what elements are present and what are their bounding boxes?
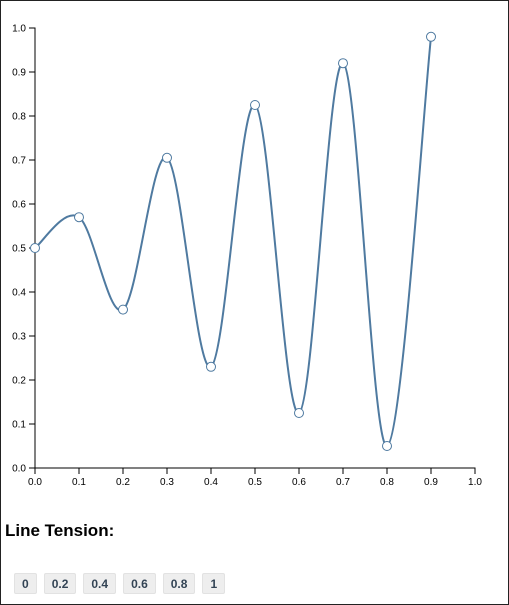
tension-button-1[interactable]: 1 (202, 573, 226, 594)
data-point (250, 100, 260, 110)
y-tick-label: 1.0 (12, 24, 26, 35)
tension-button-0-4[interactable]: 0.4 (83, 573, 117, 594)
tension-button-0-2[interactable]: 0.2 (43, 573, 77, 594)
x-tick-label: 0.3 (160, 477, 174, 488)
points-layer (30, 31, 436, 451)
y-tick-label: 0.7 (12, 156, 26, 167)
x-tick-label: 0.9 (424, 477, 438, 488)
line-chart: 0.0 0.1 0.2 0.3 0.4 0.5 0.6 0.7 0.8 0.9 1.0 0.0 0.1… (12, 24, 482, 489)
data-point (426, 31, 436, 42)
y-tick-label: 0.3 (12, 332, 26, 343)
data-point (30, 243, 40, 253)
line-tension-heading: Line Tension: (5, 521, 115, 540)
x-tick-label: 0.4 (204, 477, 218, 488)
y-tick-label: 0.4 (12, 288, 26, 299)
x-tick-label: 0.8 (380, 477, 394, 488)
y-tick-label: 0.1 (12, 420, 26, 431)
data-point (118, 304, 128, 315)
x-tick-label: 0.6 (292, 477, 306, 488)
data-point (74, 212, 84, 223)
y-tick-label: 0.9 (12, 68, 26, 79)
data-point (162, 152, 172, 163)
x-tick-label: 0.2 (116, 477, 130, 488)
series-layer (34, 36, 432, 448)
y-tick-label: 0.8 (12, 112, 26, 123)
y-tick-label: 0.0 (12, 464, 26, 475)
x-tick-label: 0.1 (72, 477, 86, 488)
x-axis: 0.0 0.1 0.2 0.3 0.4 0.5 0.6 0.7 0.8 0.9 1.0 (28, 467, 482, 488)
x-tick-label: 0.0 (28, 477, 42, 488)
tension-button-0-8[interactable]: 0.8 (162, 573, 196, 594)
y-tick-label: 0.2 (12, 376, 26, 387)
x-tick-label: 0.5 (248, 477, 262, 488)
y-tick-label: 0.6 (12, 200, 26, 211)
tension-button-0-6[interactable]: 0.6 (123, 573, 156, 594)
data-point (206, 361, 216, 372)
tension-button-0[interactable]: 0 (14, 573, 37, 594)
y-tick-label: 0.5 (12, 244, 26, 255)
line-tension-controls: 0 0.2 0.4 0.6 0.8 1 (14, 573, 226, 594)
x-tick-label: 0.7 (336, 477, 350, 488)
x-tick-label: 1.0 (468, 477, 482, 488)
data-point (382, 441, 392, 451)
data-point (294, 408, 304, 418)
data-point (338, 58, 348, 69)
series-line (34, 36, 432, 448)
